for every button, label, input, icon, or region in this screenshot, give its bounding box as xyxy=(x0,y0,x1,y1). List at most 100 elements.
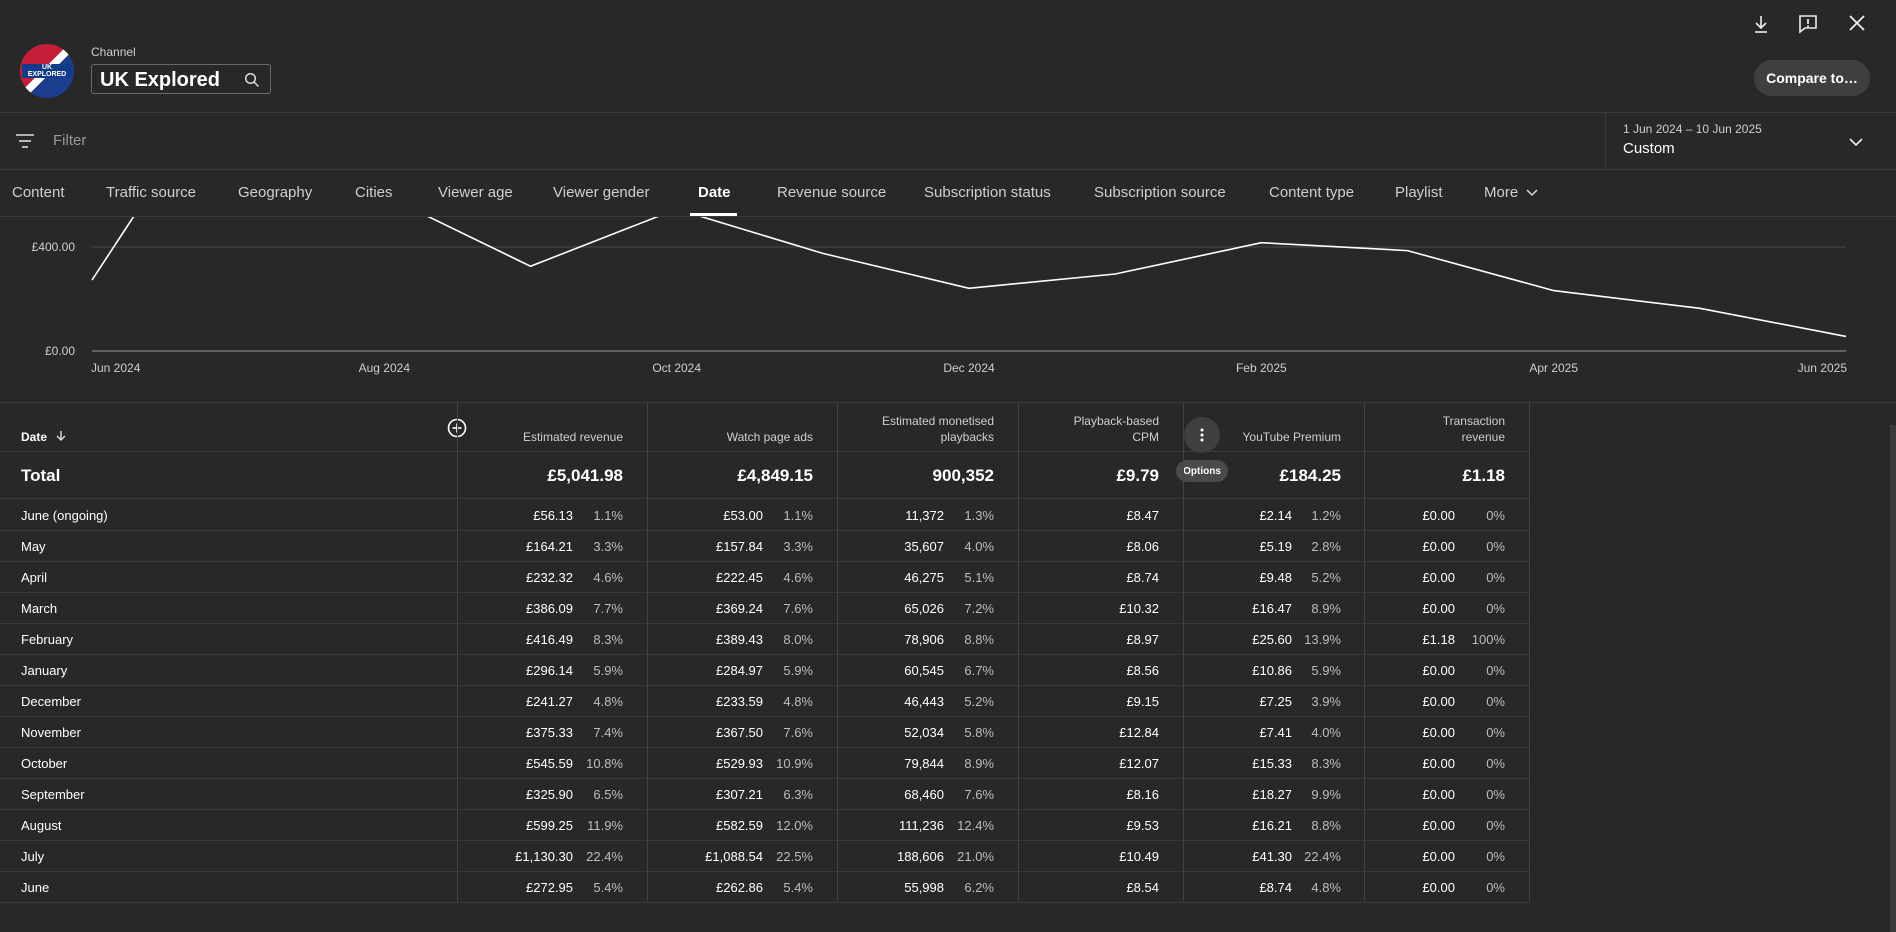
cell-rev: £241.27 xyxy=(526,694,573,709)
feedback-icon[interactable] xyxy=(1798,14,1818,39)
cell-rev-percent: 22.4% xyxy=(586,849,623,864)
date-range-text[interactable]: 1 Jun 2024 – 10 Jun 2025 xyxy=(1623,122,1762,136)
transaction-line2: revenue xyxy=(1461,430,1505,444)
cell-ads: £389.43 xyxy=(716,632,763,647)
cell-ads-percent: 22.5% xyxy=(776,849,813,864)
row-divider xyxy=(0,654,1530,655)
cell-cpm: £9.53 xyxy=(1126,818,1159,833)
filter-icon[interactable] xyxy=(15,133,35,154)
cell-tr: £0.00 xyxy=(1422,849,1455,864)
tab-date[interactable]: Date xyxy=(698,184,731,201)
tab-content-type[interactable]: Content type xyxy=(1269,184,1355,201)
cell-prem-percent: 8.8% xyxy=(1311,818,1341,833)
row-divider xyxy=(0,902,1530,903)
cell-tr-percent: 100% xyxy=(1471,632,1505,647)
cell-pb-percent: 5.1% xyxy=(964,570,994,585)
cell-pb: 46,275 xyxy=(904,570,944,585)
tab-content[interactable]: Content xyxy=(12,184,65,201)
tab-viewer-age[interactable]: Viewer age xyxy=(438,184,513,201)
column-header-monetised-playbacks[interactable]: Estimated monetised playbacks xyxy=(838,413,994,445)
cell-pb: 79,844 xyxy=(904,756,944,771)
scrollbar[interactable] xyxy=(1890,425,1896,932)
row-divider xyxy=(0,592,1530,593)
cell-prem-percent: 8.9% xyxy=(1311,601,1341,616)
tab-revenue-source[interactable]: Revenue source xyxy=(777,184,887,201)
cell-ads: £53.00 xyxy=(723,508,763,523)
cell-ads-percent: 12.0% xyxy=(776,818,813,833)
cell-cpm: £10.32 xyxy=(1119,601,1159,616)
download-icon[interactable] xyxy=(1752,14,1770,39)
compare-button[interactable]: Compare to… xyxy=(1754,60,1870,96)
column-header-playback-cpm[interactable]: Playback-based CPM xyxy=(1020,413,1159,445)
close-icon[interactable] xyxy=(1848,14,1866,37)
column-header-youtube-premium[interactable]: YouTube Premium xyxy=(1242,430,1342,444)
channel-label: Channel xyxy=(91,45,136,59)
cell-tr-percent: 0% xyxy=(1486,725,1505,740)
cell-prem-percent: 9.9% xyxy=(1311,787,1341,802)
total-label: Total xyxy=(21,466,61,485)
cell-tr-percent: 0% xyxy=(1486,508,1505,523)
column-options-button[interactable] xyxy=(1184,417,1220,453)
tab-viewer-gender[interactable]: Viewer gender xyxy=(553,184,650,201)
row-date-label: June xyxy=(21,880,50,895)
cell-pb-percent: 21.0% xyxy=(957,849,994,864)
cell-rev: £232.32 xyxy=(526,570,573,585)
cell-cpm: £10.49 xyxy=(1119,849,1159,864)
date-preset[interactable]: Custom xyxy=(1623,140,1675,157)
cell-tr: £0.00 xyxy=(1422,725,1455,740)
cell-tr: £0.00 xyxy=(1422,694,1455,709)
cell-prem: £25.60 xyxy=(1252,632,1292,647)
column-divider xyxy=(1529,403,1530,901)
chevron-down-icon[interactable] xyxy=(1849,134,1863,152)
cell-tr-percent: 0% xyxy=(1486,849,1505,864)
channel-avatar: UK EXPLORED xyxy=(20,44,74,98)
cell-tr: £0.00 xyxy=(1422,880,1455,895)
tab-subscription-status[interactable]: Subscription status xyxy=(924,184,1051,201)
row-divider xyxy=(0,778,1530,779)
cell-prem-percent: 8.3% xyxy=(1311,756,1341,771)
cell-pb-percent: 8.9% xyxy=(964,756,994,771)
x-tick-label: Feb 2025 xyxy=(1236,361,1287,375)
cell-tr: £0.00 xyxy=(1422,601,1455,616)
revenue-line-chart: Jun 2024 Aug 2024 Oct 2024 Dec 2024 Feb 2025… xyxy=(32,217,1848,375)
x-tick-label: Aug 2024 xyxy=(359,361,411,375)
cell-prem: £8.74 xyxy=(1259,880,1292,895)
cell-cpm: £8.06 xyxy=(1126,539,1159,554)
cell-prem: £7.25 xyxy=(1259,694,1292,709)
row-divider xyxy=(0,747,1530,748)
row-date-label: February xyxy=(21,632,74,647)
total-youtube-premium: £184.25 xyxy=(1279,466,1341,485)
cell-rev: £599.25 xyxy=(526,818,573,833)
tab-traffic-source[interactable]: Traffic source xyxy=(106,184,197,201)
tab-geography[interactable]: Geography xyxy=(238,184,313,201)
tab-more[interactable]: More xyxy=(1484,184,1538,201)
cell-ads-percent: 4.6% xyxy=(783,570,813,585)
filter-input[interactable]: Filter xyxy=(53,132,87,149)
cell-tr-percent: 0% xyxy=(1486,880,1505,895)
options-tooltip: Options xyxy=(1176,460,1228,482)
tab-cities[interactable]: Cities xyxy=(355,184,393,201)
tab-bar: Content Traffic source Geography Cities … xyxy=(0,170,1896,217)
tab-subscription-source[interactable]: Subscription source xyxy=(1094,184,1226,201)
cell-prem-percent: 1.2% xyxy=(1311,508,1341,523)
cell-prem-percent: 5.2% xyxy=(1311,570,1341,585)
search-icon[interactable] xyxy=(244,72,260,93)
x-tick-label: Jun 2025 xyxy=(1798,361,1848,375)
row-date-label: March xyxy=(21,601,58,616)
tab-playlist[interactable]: Playlist xyxy=(1395,184,1443,201)
channel-logo-text: UK EXPLORED xyxy=(22,64,72,78)
cell-ads-percent: 5.9% xyxy=(783,663,813,678)
cell-rev-percent: 10.8% xyxy=(586,756,623,771)
column-divider xyxy=(837,403,838,901)
column-header-watch-page-ads[interactable]: Watch page ads xyxy=(726,430,813,444)
cell-pb: 60,545 xyxy=(904,663,944,678)
cell-ads: £369.24 xyxy=(716,601,763,616)
column-header-date[interactable]: Date xyxy=(21,430,66,444)
column-header-estimated-revenue[interactable]: Estimated revenue xyxy=(522,430,623,444)
channel-search-field[interactable]: UK Explored xyxy=(91,64,271,94)
row-divider xyxy=(0,623,1530,624)
cell-pb-percent: 6.2% xyxy=(964,880,994,895)
column-header-transaction-revenue[interactable]: Transaction revenue xyxy=(1380,413,1505,445)
row-divider xyxy=(0,530,1530,531)
cell-pb-percent: 4.0% xyxy=(964,539,994,554)
